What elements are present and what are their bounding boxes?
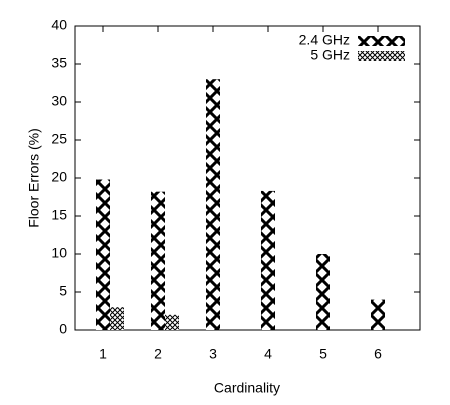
x-tick-label: 1 <box>99 346 107 362</box>
y-tick-label: 5 <box>59 283 67 299</box>
x-axis-label: Cardinality <box>214 380 280 396</box>
y-tick-label: 30 <box>51 93 67 109</box>
bar <box>316 254 330 330</box>
y-tick-label: 15 <box>51 207 67 223</box>
y-tick-label: 35 <box>51 55 67 71</box>
plot-frame <box>74 25 421 331</box>
y-axis-label: Floor Errors (%) <box>26 128 42 228</box>
bar <box>151 191 165 330</box>
x-tick-label: 2 <box>154 346 162 362</box>
x-tick-label: 6 <box>374 346 382 362</box>
y-tick-label: 25 <box>51 131 67 147</box>
bar <box>165 314 179 330</box>
x-tick-label: 5 <box>319 346 327 362</box>
x-tick-label: 3 <box>209 346 217 362</box>
y-tick-label: 10 <box>51 245 67 261</box>
bar <box>96 179 110 330</box>
legend-label: 5 GHz <box>310 47 350 63</box>
bar <box>261 190 275 330</box>
legend-label: 2.4 GHz <box>299 32 350 48</box>
y-tick-label: 0 <box>59 321 67 337</box>
bar <box>110 307 124 330</box>
legend-swatch <box>358 36 405 46</box>
x-tick-label: 4 <box>264 346 272 362</box>
y-tick-label: 40 <box>51 17 67 33</box>
y-tick-label: 20 <box>51 169 67 185</box>
bar <box>206 79 220 330</box>
legend-swatch <box>358 51 405 61</box>
bar <box>371 299 385 330</box>
